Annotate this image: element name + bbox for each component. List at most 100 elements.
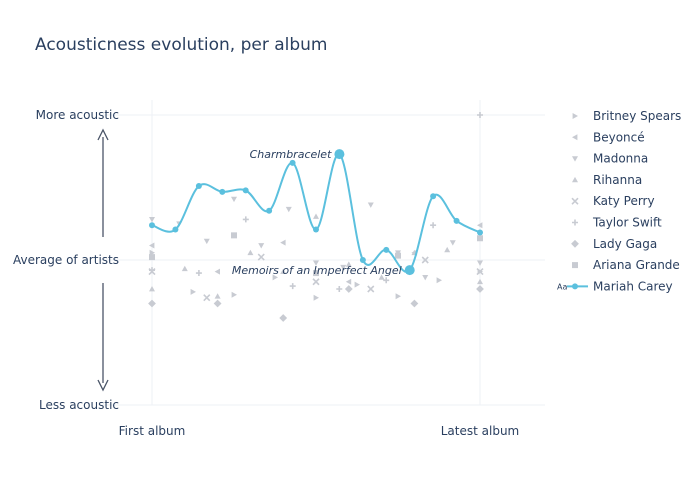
legend-label: Lady Gaga bbox=[593, 237, 657, 251]
data-point-mariah-carey bbox=[266, 207, 273, 214]
data-point-britney-spears bbox=[436, 277, 442, 284]
down-arrow-head bbox=[97, 379, 109, 392]
data-point-katy-perry bbox=[203, 294, 211, 302]
data-point-beyonc- bbox=[477, 222, 483, 229]
legend-item-taylor-swift[interactable]: Taylor Swift bbox=[572, 216, 662, 230]
legend-marker bbox=[572, 283, 578, 290]
chart-title: Acousticness evolution, per album bbox=[35, 35, 328, 55]
data-point-lady-gaga bbox=[410, 299, 419, 308]
legend-item-lady-gaga[interactable]: Lady Gaga bbox=[571, 237, 657, 251]
y-tick-label: Average of artists bbox=[13, 253, 119, 267]
annotation-label: Memoirs of an Imperfect Angel bbox=[232, 264, 402, 277]
data-point-beyonc- bbox=[280, 239, 286, 246]
data-point-rihanna bbox=[181, 265, 188, 272]
data-point-lady-gaga bbox=[279, 314, 288, 322]
legend-label: Britney Spears bbox=[593, 109, 681, 123]
data-point-mariah-carey bbox=[430, 193, 437, 200]
data-point-lady-gaga bbox=[476, 285, 484, 293]
data-point-beyonc- bbox=[149, 242, 155, 249]
data-point-ariana-grande bbox=[477, 235, 483, 242]
data-point-beyonc- bbox=[345, 278, 352, 285]
annotation-label: Charmbracelet bbox=[250, 148, 333, 161]
highlighted-series bbox=[149, 149, 483, 276]
data-point-ariana-grande bbox=[395, 252, 401, 259]
data-point-taylor-swift bbox=[195, 270, 202, 277]
legend-label: Taylor Swift bbox=[592, 216, 662, 230]
data-point-rihanna bbox=[214, 293, 221, 299]
legend[interactable]: Britney Spears Beyoncé Madonna Rihanna Katy … bbox=[557, 109, 681, 293]
legend-label: Katy Perry bbox=[593, 194, 655, 208]
legend-item-rihanna[interactable]: Rihanna bbox=[572, 173, 642, 187]
data-point-britney-spears bbox=[272, 274, 278, 281]
data-point-lady-gaga bbox=[213, 299, 222, 308]
data-point-rihanna bbox=[247, 249, 254, 256]
data-point-mariah-carey bbox=[242, 187, 249, 194]
x-axis-ticks: First album Latest album bbox=[119, 424, 520, 438]
data-point-taylor-swift bbox=[289, 283, 296, 290]
legend-item-britney-spears[interactable]: Britney Spears bbox=[572, 109, 682, 123]
y-axis-ticks: More acoustic Average of artists Less acou… bbox=[13, 108, 119, 412]
data-point-taylor-swift bbox=[383, 277, 390, 284]
data-point-rihanna bbox=[280, 268, 287, 274]
data-point-madonna bbox=[203, 238, 210, 245]
legend-item-mariah-carey[interactable]: Aa Mariah Carey bbox=[557, 279, 673, 293]
data-point-mariah-carey bbox=[195, 183, 202, 190]
x-tick-label: First album bbox=[119, 424, 186, 438]
data-point-madonna bbox=[285, 206, 292, 213]
data-point-mariah-carey bbox=[359, 257, 366, 263]
legend-marker bbox=[571, 239, 579, 248]
data-point-mariah-carey bbox=[172, 226, 179, 233]
data-point-ariana-grande bbox=[149, 254, 155, 261]
up-arrow-head bbox=[97, 128, 109, 141]
data-point-madonna bbox=[258, 243, 265, 249]
data-point-britney-spears bbox=[190, 288, 196, 295]
data-point-mariah-carey bbox=[383, 246, 390, 253]
x-tick-label: Latest album bbox=[441, 424, 520, 438]
y-tick-label: Less acoustic bbox=[39, 398, 119, 412]
data-point-madonna bbox=[340, 264, 347, 271]
data-point-madonna bbox=[231, 196, 237, 203]
data-point-rihanna bbox=[378, 274, 385, 280]
legend-item-beyonc-[interactable]: Beyoncé bbox=[572, 130, 645, 144]
legend-label: Ariana Grande bbox=[593, 258, 680, 272]
legend-item-ariana-grande[interactable]: Ariana Grande bbox=[572, 258, 680, 272]
data-point-mariah-carey bbox=[313, 226, 319, 233]
data-point-mariah-carey bbox=[477, 229, 483, 236]
data-point-katy-perry bbox=[476, 268, 484, 276]
legend-item-katy-perry[interactable]: Katy Perry bbox=[571, 194, 655, 208]
direction-arrows bbox=[97, 128, 109, 392]
series-line-mariah-carey bbox=[151, 153, 481, 273]
data-point-ariana-grande bbox=[231, 232, 237, 239]
data-point-mariah-carey bbox=[453, 217, 460, 224]
data-point-rihanna bbox=[345, 261, 352, 267]
data-point-katy-perry bbox=[312, 278, 320, 286]
legend-marker bbox=[572, 156, 578, 162]
data-point-rihanna bbox=[313, 213, 319, 219]
data-point-lady-gaga bbox=[344, 285, 353, 293]
legend-aa-glyph: Aa bbox=[557, 282, 567, 291]
data-point-taylor-swift bbox=[336, 286, 343, 292]
legend-marker bbox=[572, 134, 578, 141]
data-point-katy-perry bbox=[257, 253, 265, 261]
data-point-beyonc- bbox=[214, 268, 220, 275]
legend-item-madonna[interactable]: Madonna bbox=[572, 152, 648, 166]
data-point-madonna bbox=[449, 240, 456, 246]
data-point-britney-spears bbox=[231, 291, 237, 298]
data-point-mariah-carey bbox=[289, 159, 296, 166]
legend-marker bbox=[572, 176, 578, 183]
data-point-mariah-carey bbox=[149, 222, 155, 229]
data-point-taylor-swift bbox=[430, 222, 437, 229]
data-point-ariana-grande bbox=[313, 270, 319, 277]
data-point-lady-gaga bbox=[148, 299, 156, 308]
y-tick-label: More acoustic bbox=[36, 108, 119, 122]
data-point-katy-perry bbox=[367, 285, 375, 293]
annotations: Charmbracelet Memoirs of an Imperfect Ang… bbox=[232, 148, 402, 277]
legend-label: Madonna bbox=[593, 152, 648, 166]
data-point-taylor-swift bbox=[149, 267, 155, 274]
data-point-rihanna bbox=[444, 246, 451, 253]
data-point-britney-spears bbox=[395, 293, 401, 300]
legend-label: Rihanna bbox=[593, 173, 642, 187]
data-point-britney-spears bbox=[354, 281, 360, 288]
data-point-rihanna bbox=[149, 286, 155, 292]
